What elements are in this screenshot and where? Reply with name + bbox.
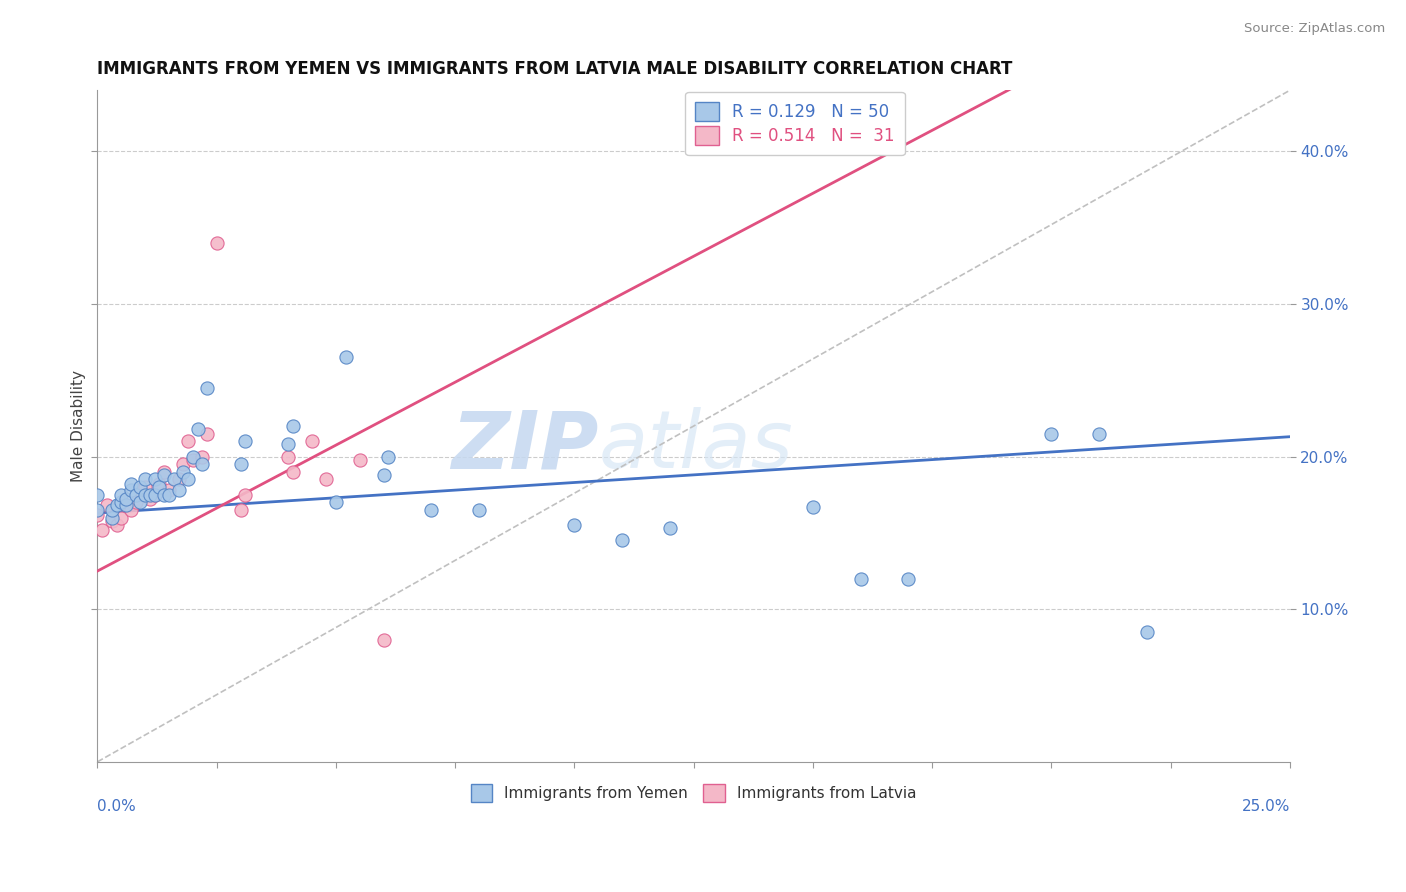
Point [315, 472, 337, 486]
Point [105, 518, 128, 533]
Text: atlas: atlas [599, 407, 793, 485]
Point [229, 503, 252, 517]
Text: ZIP: ZIP [451, 407, 599, 485]
Point [134, 472, 156, 486]
Point [86, 503, 108, 517]
Point [195, 381, 218, 395]
Point [110, 488, 132, 502]
Point [139, 488, 162, 502]
Point [153, 488, 176, 502]
Point [124, 495, 146, 509]
Point [120, 477, 142, 491]
Point [1088, 426, 1111, 441]
Point [167, 483, 190, 497]
Point [120, 503, 142, 517]
Point [172, 465, 194, 479]
Text: IMMIGRANTS FROM YEMEN VS IMMIGRANTS FROM LATVIA MALE DISABILITY CORRELATION CHAR: IMMIGRANTS FROM YEMEN VS IMMIGRANTS FROM… [97, 60, 1012, 78]
Text: 25.0%: 25.0% [1241, 798, 1289, 814]
Y-axis label: Male Disability: Male Disability [72, 370, 86, 482]
Point [205, 235, 228, 250]
Point [157, 488, 180, 502]
Point [105, 499, 128, 513]
Point [115, 499, 138, 513]
Point [1040, 426, 1063, 441]
Point [229, 457, 252, 471]
Point [849, 572, 872, 586]
Point [148, 480, 170, 494]
Point [897, 572, 920, 586]
Point [91, 523, 114, 537]
Point [564, 518, 586, 533]
Point [658, 521, 681, 535]
Point [129, 495, 152, 509]
Point [134, 480, 156, 494]
Point [235, 488, 257, 502]
Point [335, 351, 357, 365]
Point [153, 465, 176, 479]
Point [277, 437, 299, 451]
Point [373, 632, 395, 647]
Point [157, 483, 180, 497]
Point [120, 483, 142, 497]
Point [349, 452, 371, 467]
Point [167, 472, 190, 486]
Point [801, 500, 824, 514]
Point [420, 503, 443, 517]
Point [181, 450, 204, 464]
Legend: Immigrants from Yemen, Immigrants from Latvia: Immigrants from Yemen, Immigrants from L… [465, 778, 922, 808]
Point [153, 467, 176, 482]
Point [1136, 625, 1159, 640]
Point [110, 495, 132, 509]
Text: Source: ZipAtlas.com: Source: ZipAtlas.com [1244, 22, 1385, 36]
Point [325, 495, 347, 509]
Point [610, 533, 633, 548]
Point [195, 426, 218, 441]
Point [235, 434, 257, 449]
Point [143, 472, 166, 486]
Point [143, 488, 166, 502]
Point [134, 488, 156, 502]
Point [301, 434, 323, 449]
Point [172, 457, 194, 471]
Point [277, 450, 299, 464]
Point [281, 419, 304, 434]
Point [96, 499, 118, 513]
Point [129, 480, 152, 494]
Text: 0.0%: 0.0% [97, 798, 136, 814]
Point [373, 467, 395, 482]
Point [177, 472, 200, 486]
Point [115, 499, 138, 513]
Point [101, 510, 124, 524]
Point [124, 488, 146, 502]
Point [181, 452, 204, 467]
Point [148, 477, 170, 491]
Point [187, 422, 209, 436]
Point [281, 465, 304, 479]
Point [86, 488, 108, 502]
Point [110, 510, 132, 524]
Point [177, 434, 200, 449]
Point [191, 457, 214, 471]
Point [143, 488, 166, 502]
Point [101, 503, 124, 517]
Point [86, 508, 108, 522]
Point [115, 492, 138, 507]
Point [129, 483, 152, 497]
Point [163, 472, 186, 486]
Point [191, 450, 214, 464]
Point [101, 514, 124, 528]
Point [468, 503, 491, 517]
Point [377, 450, 399, 464]
Point [139, 492, 162, 507]
